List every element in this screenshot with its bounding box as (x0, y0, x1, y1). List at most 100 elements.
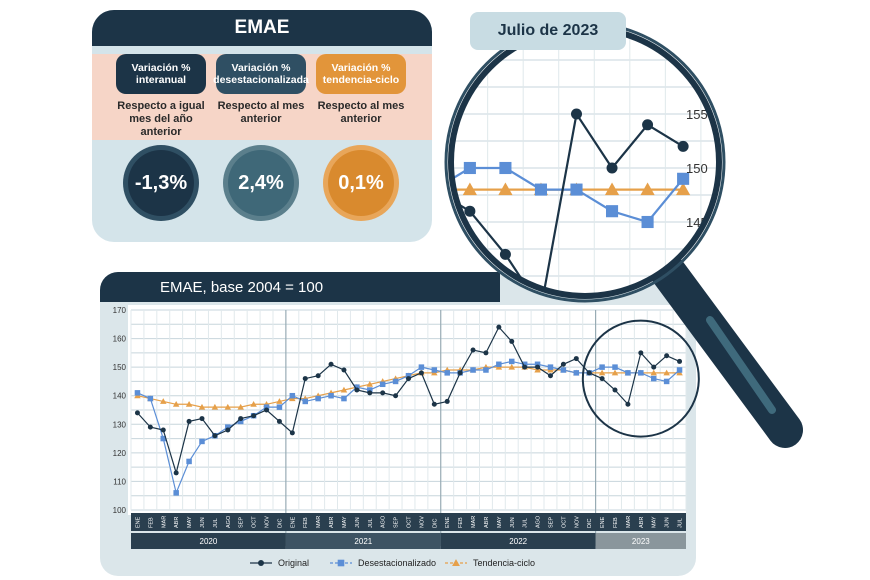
desestacionalizada-value: 2,4% (228, 150, 294, 216)
data-point-square (328, 392, 334, 399)
data-point-triangle (211, 403, 219, 410)
month-label: ENE (600, 516, 606, 528)
lens-data-point (462, 182, 478, 196)
magnifier-handle-highlight (706, 316, 776, 414)
month-label: JUN (200, 517, 206, 528)
emae-card-title: EMAE (92, 10, 432, 46)
data-point-circle (251, 413, 257, 419)
data-point-square (638, 370, 644, 376)
data-point-square (289, 392, 296, 399)
data-point-triangle (198, 403, 206, 410)
data-point-square (379, 381, 386, 388)
month-label: DIC (277, 519, 283, 529)
month-label: ABR (639, 517, 645, 528)
data-point-circle (186, 418, 192, 424)
lens-data-point (534, 183, 548, 196)
magnifier-lens-content: 16015515014514013 (429, 28, 719, 314)
data-point-triangle (650, 369, 657, 376)
year-label: 2022 (509, 537, 527, 546)
month-label: OCT (561, 516, 567, 528)
data-point-circle (431, 401, 437, 407)
data-point-circle (380, 390, 386, 396)
month-label: DIC (587, 519, 593, 529)
year-band (131, 533, 286, 549)
indicator-interanual: Variación % interanual Respecto a igual … (116, 54, 206, 139)
chart-title: EMAE, base 2004 = 100 (100, 272, 500, 302)
month-label: ENE (445, 516, 451, 528)
data-point-circle (496, 324, 502, 330)
month-label: DIC (432, 519, 438, 529)
month-label: JUN (355, 517, 361, 528)
data-point-circle (264, 407, 270, 413)
data-point-circle (173, 470, 179, 476)
data-point-circle (406, 376, 411, 382)
lens-data-point (499, 161, 512, 175)
data-point-square (354, 384, 360, 390)
indicator-desestacionalizada-label: Variación % desestacionalizada (213, 54, 309, 94)
data-point-square (405, 372, 412, 379)
data-point-triangle (185, 401, 193, 407)
month-label: NOV (574, 516, 580, 528)
data-point-square (134, 390, 141, 396)
data-point-triangle (172, 401, 180, 407)
data-point-circle (612, 387, 618, 393)
data-point-circle (212, 433, 218, 439)
lens-data-point (641, 215, 654, 229)
month-label: FEB (613, 517, 619, 528)
indicator-tendencia-desc: Respecto al mes anterior (317, 100, 405, 125)
lens-background (451, 28, 719, 296)
y-tick-label: 170 (113, 306, 127, 315)
indicator-desestacionalizada: Variación % desestacionalizada Respecto … (213, 54, 309, 126)
data-point-circle (199, 416, 205, 422)
data-point-square (160, 435, 167, 442)
year-band (285, 533, 441, 549)
data-point-circle (393, 393, 399, 399)
data-point-triangle (611, 369, 619, 376)
lens-data-point (604, 182, 620, 196)
data-point-circle (302, 376, 308, 382)
month-strip (131, 513, 686, 531)
month-label: JUN (510, 517, 516, 528)
month-label: JUL (368, 518, 374, 528)
lens-data-point (463, 161, 476, 175)
data-point-square (263, 404, 270, 410)
data-point-square (199, 438, 205, 445)
month-label: NOV (265, 516, 271, 528)
lens-data-point (499, 248, 511, 260)
month-label: MAY (497, 516, 503, 528)
month-label: MAR (161, 516, 167, 528)
data-point-circle (457, 370, 463, 376)
tendencia-value: 0,1% (328, 150, 394, 216)
data-point-square (444, 370, 450, 376)
y-tick-label: 160 (113, 335, 127, 344)
data-point-circle (354, 387, 360, 393)
data-point-square (315, 395, 321, 402)
data-point-square (392, 378, 399, 385)
legend-marker (258, 560, 264, 566)
data-point-circle (573, 356, 579, 362)
month-label: SEP (239, 517, 245, 528)
emae-indicator-card: EMAE Variación % interanual Respecto a i… (92, 10, 432, 242)
year-label: 2021 (354, 537, 372, 546)
month-label: JUL (523, 518, 529, 528)
lens-data-point (605, 205, 619, 218)
data-point-circle (315, 373, 321, 379)
indicator-tendencia: Variación % tendencia-ciclo Respecto al … (316, 54, 406, 126)
lens-data-point (498, 182, 513, 196)
data-point-circle (651, 364, 657, 370)
legend-marker (337, 559, 345, 567)
data-point-triangle (250, 401, 257, 407)
lens-data-point (535, 303, 546, 314)
data-point-triangle (508, 363, 516, 370)
data-point-circle (470, 347, 476, 353)
month-label: ABR (174, 517, 180, 528)
lens-data-point (429, 184, 440, 195)
data-point-square (225, 424, 231, 430)
lens-data-point (570, 183, 583, 196)
month-label: ENE (290, 516, 296, 528)
data-point-square (534, 361, 541, 368)
data-point-square (367, 387, 373, 393)
indicator-interanual-desc: Respecto a igual mes del año anterior (117, 100, 205, 138)
y-tick-label: 130 (113, 420, 127, 429)
